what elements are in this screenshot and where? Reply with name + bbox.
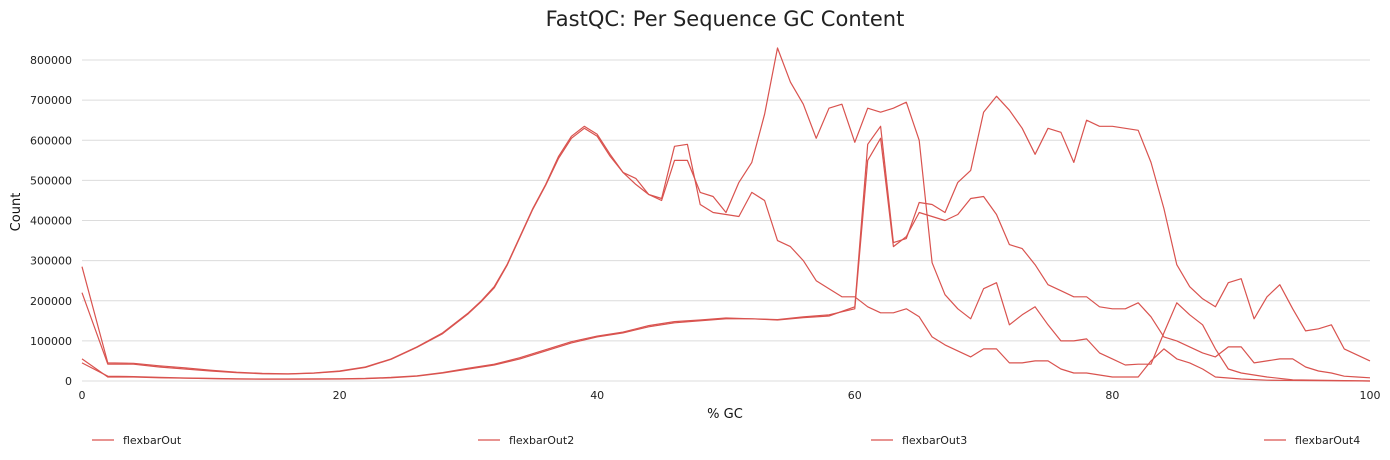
- x-axis-label: % GC: [707, 407, 743, 422]
- legend-label: flexbarOut2: [509, 434, 574, 447]
- legend-label: flexbarOut3: [902, 434, 967, 447]
- y-axis-ticks: 0 100000 200000 300000 400000 500000 600000 700…: [30, 54, 72, 388]
- legend-label: flexbarOut4: [1295, 434, 1360, 447]
- y-tick-label: 800000: [30, 54, 72, 67]
- legend-item-flexbarOut4[interactable]: flexbarOut4: [1264, 434, 1360, 447]
- y-tick-label: 700000: [30, 94, 72, 107]
- chart-title: FastQC: Per Sequence GC Content: [546, 7, 905, 31]
- y-tick-label: 100000: [30, 335, 72, 348]
- legend-label: flexbarOut: [123, 434, 182, 447]
- y-tick-label: 600000: [30, 134, 72, 147]
- legend-item-flexbarOut[interactable]: flexbarOut: [92, 434, 182, 447]
- y-tick-label: 300000: [30, 255, 72, 268]
- legend[interactable]: flexbarOut flexbarOut2 flexbarOut3 flexbarO…: [92, 434, 1360, 447]
- series-line-flexbarOut2[interactable]: [81, 47, 1371, 382]
- series-line-flexbarOut4[interactable]: [81, 137, 1371, 380]
- x-tick-label: 60: [848, 389, 862, 402]
- y-axis-label: Count: [9, 193, 24, 232]
- y-tick-label: 400000: [30, 215, 72, 228]
- x-tick-label: 40: [590, 389, 604, 402]
- series-line-flexbarOut3[interactable]: [81, 95, 1371, 380]
- series-lines: [81, 47, 1371, 382]
- x-axis-ticks: 0 20 40 60 80 100: [79, 389, 1381, 402]
- y-tick-label: 0: [65, 375, 72, 388]
- y-tick-label: 200000: [30, 295, 72, 308]
- legend-item-flexbarOut3[interactable]: flexbarOut3: [871, 434, 967, 447]
- grid-lines: [82, 59, 1370, 342]
- x-tick-label: 0: [79, 389, 86, 402]
- legend-item-flexbarOut2[interactable]: flexbarOut2: [478, 434, 574, 447]
- x-tick-label: 20: [333, 389, 347, 402]
- y-tick-label: 500000: [30, 174, 72, 187]
- x-tick-label: 100: [1360, 389, 1381, 402]
- series-line-flexbarOut[interactable]: [81, 125, 1371, 382]
- x-tick-label: 80: [1105, 389, 1119, 402]
